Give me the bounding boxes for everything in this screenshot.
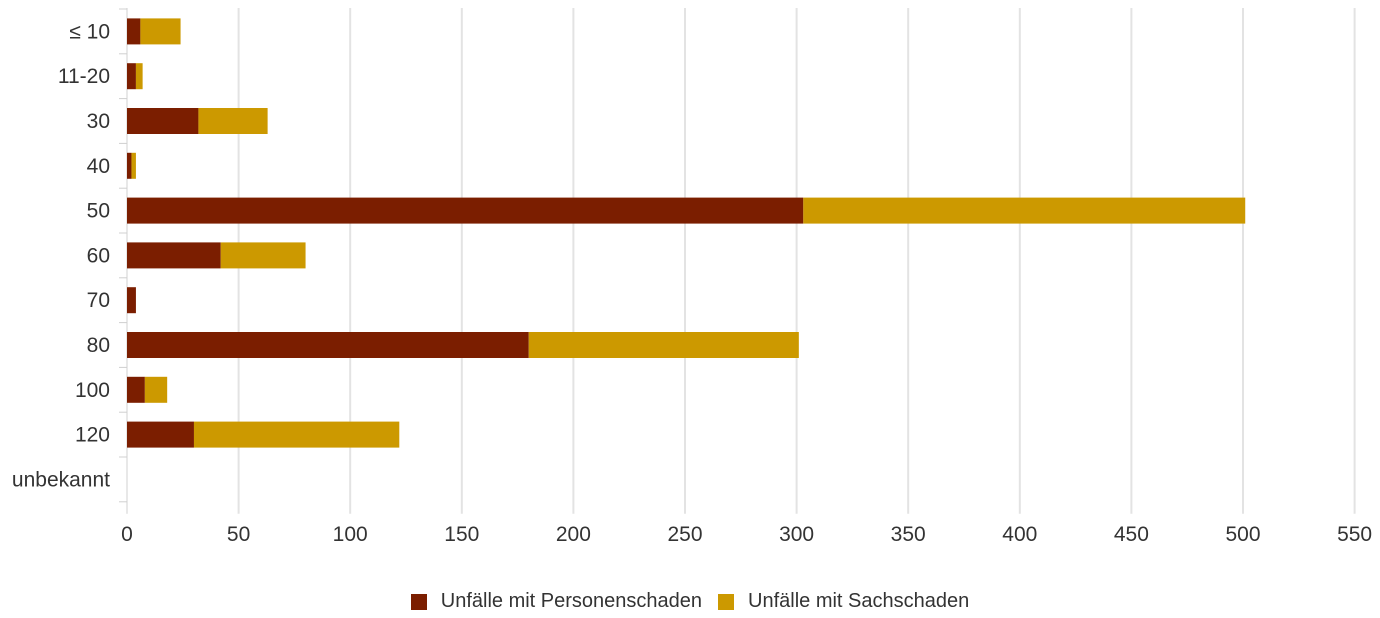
y-tick-label: 120 (75, 424, 110, 447)
legend-item-personenschaden: Unfälle mit Personenschaden (410, 590, 703, 613)
y-tick-label: unbekannt (12, 468, 110, 491)
bar-personenschaden (127, 287, 136, 314)
y-tick-label: 30 (87, 110, 110, 133)
x-tick-label: 400 (1002, 523, 1037, 546)
legend-label-personenschaden: Unfälle mit Personenschaden (440, 590, 703, 612)
x-tick-label: 50 (227, 523, 250, 546)
stacked-bar-chart: ≤ 10 11-20 30 40 50 60 70 80 100 120 unbekannt 0 50 1… (12, 8, 1372, 546)
bar-sachschaden (528, 332, 799, 358)
y-tick-label: ≤ 10 (69, 20, 110, 43)
bar-sachschaden (140, 18, 181, 45)
y-tick-label: 70 (87, 289, 110, 312)
bar-personenschaden (127, 63, 136, 90)
y-tick-label: 80 (87, 334, 110, 357)
y-tick-label: 100 (75, 379, 110, 402)
bar-personenschaden (127, 242, 221, 269)
y-tick-label: 60 (87, 244, 110, 267)
x-tick-label: 250 (667, 523, 702, 546)
bar-personenschaden (127, 197, 804, 224)
bar-sachschaden (803, 197, 1246, 224)
x-tick-label: 200 (556, 523, 591, 546)
legend-item-sachschaden: Unfälle mit Sachschaden (718, 590, 969, 613)
bar-sachschaden (135, 63, 143, 90)
legend: Unfälle mit Personenschaden Unfälle mit … (0, 590, 1380, 613)
bar-personenschaden (127, 332, 529, 358)
bar-sachschaden (131, 152, 136, 179)
legend-swatch-sachschaden (718, 593, 735, 610)
legend-swatch-personenschaden (410, 593, 427, 610)
bar-personenschaden (127, 108, 199, 134)
x-tick-label: 450 (1114, 523, 1149, 546)
bar-personenschaden (127, 376, 145, 403)
x-tick-label: 300 (779, 523, 814, 546)
x-tick-label: 150 (444, 523, 479, 546)
y-tick-label: 50 (87, 200, 110, 223)
y-tick-label: 40 (87, 155, 110, 178)
y-tick-label: 11-20 (58, 65, 110, 88)
bar-personenschaden (127, 421, 194, 448)
bar-personenschaden (127, 152, 132, 179)
x-tick-label: 500 (1225, 523, 1260, 546)
x-tick-label: 350 (891, 523, 926, 546)
x-tick-label: 0 (121, 523, 133, 546)
x-tick-label: 550 (1337, 523, 1372, 546)
bar-sachschaden (198, 108, 268, 134)
bar-sachschaden (144, 376, 168, 403)
legend-label-sachschaden: Unfälle mit Sachschaden (748, 590, 970, 612)
bar-sachschaden (220, 242, 306, 269)
x-tick-label: 100 (333, 523, 368, 546)
bar-sachschaden (193, 421, 400, 448)
bar-personenschaden (127, 18, 141, 45)
